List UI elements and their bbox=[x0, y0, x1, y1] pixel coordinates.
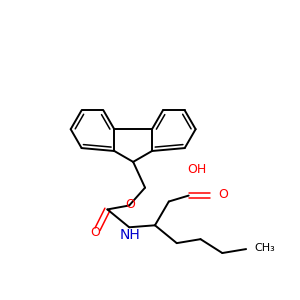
Text: CH₃: CH₃ bbox=[254, 243, 275, 253]
Text: O: O bbox=[125, 198, 135, 211]
Text: O: O bbox=[218, 188, 228, 201]
Text: O: O bbox=[91, 226, 100, 239]
Text: NH: NH bbox=[120, 228, 141, 242]
Text: OH: OH bbox=[187, 163, 206, 176]
